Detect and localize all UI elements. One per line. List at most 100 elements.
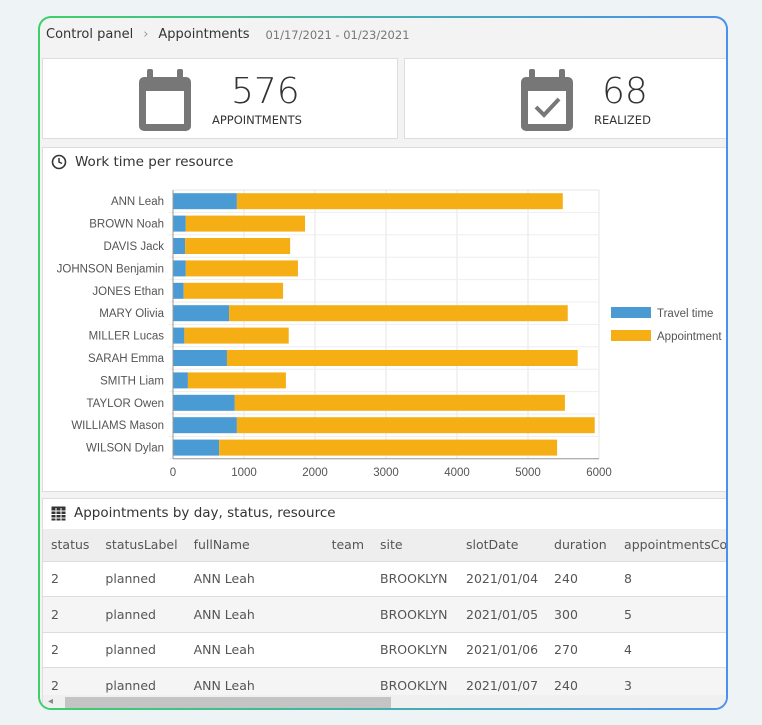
- stat-value: 68: [602, 71, 648, 112]
- cell-status: 2: [43, 596, 98, 633]
- cell-site: BROOKLYN: [372, 561, 458, 597]
- y-tick-label: MARY Olivia: [99, 308, 164, 320]
- table-icon: [51, 506, 66, 521]
- legend-swatch: [611, 307, 651, 318]
- column-header-site[interactable]: site: [372, 529, 458, 562]
- clock-icon: [51, 154, 67, 170]
- horizontal-scrollbar[interactable]: ◂: [43, 695, 726, 708]
- y-tick-label: ANN Leah: [111, 196, 164, 208]
- cell-team: [323, 561, 372, 597]
- y-tick-label: MILLER Lucas: [89, 331, 165, 343]
- calendar-check-icon: [521, 69, 573, 131]
- bar-travel-time: [173, 215, 186, 232]
- column-header-team[interactable]: team: [323, 529, 372, 562]
- bar-appointment: [185, 260, 298, 277]
- stat-card-appointments: 576 APPOINTMENTS: [42, 58, 398, 139]
- stat-label: REALIZED: [594, 113, 651, 127]
- bar-appointment: [183, 282, 284, 299]
- bar-appointment: [185, 238, 291, 254]
- bar-chart: 0 1000 2000 3000 4000 5000 6000 ANN Leah BROWN N…: [57, 189, 722, 479]
- cell-slotDate: 2021/01/04: [458, 561, 547, 597]
- cell-statusLabel: planned: [97, 561, 186, 597]
- table-row[interactable]: 2 planned ANN Leah BROOKLYN 2021/01/05 300 5: [43, 596, 726, 633]
- bar-travel-time: [173, 238, 186, 254]
- table-row[interactable]: 2 planned ANN Leah BROOKLYN 2021/01/04 240 8: [43, 561, 726, 597]
- cell-team: [323, 632, 372, 668]
- appointments-table: status statusLabel fullName team site slotDat…: [43, 529, 726, 704]
- column-header-duration[interactable]: duration: [546, 529, 617, 562]
- chevron-right-icon: ›: [143, 27, 149, 42]
- bar-appointment: [236, 193, 563, 210]
- cell-duration: 300: [546, 596, 617, 633]
- cell-site: BROOKLYN: [372, 632, 458, 668]
- bar-appointment: [234, 394, 565, 411]
- stat-value: 576: [231, 71, 300, 112]
- column-header-statusLabel[interactable]: statusLabel: [97, 529, 186, 562]
- x-tick-label: 2000: [302, 467, 328, 479]
- cell-fullName: ANN Leah: [185, 561, 324, 597]
- cell-fullName: ANN Leah: [185, 596, 324, 633]
- y-tick-label: DAVIS Jack: [104, 241, 165, 253]
- bar-travel-time: [173, 327, 185, 344]
- stat-label: APPOINTMENTS: [212, 113, 302, 127]
- x-tick-label: 5000: [515, 467, 541, 479]
- breadcrumb: Control panel › Appointments 01/17/2021 …: [46, 27, 410, 42]
- cell-fullName: ANN Leah: [185, 632, 324, 668]
- table-row[interactable]: 2 planned ANN Leah BROOKLYN 2021/01/06 270 4: [43, 632, 726, 668]
- column-header-fullName[interactable]: fullName: [185, 529, 324, 562]
- cell-duration: 270: [546, 632, 617, 668]
- bar-appointment: [184, 327, 289, 344]
- bar-appointment: [226, 350, 578, 366]
- stat-card-realized: 68 REALIZED: [404, 58, 726, 139]
- breadcrumb-control-panel[interactable]: Control panel: [46, 27, 134, 42]
- bar-appointment: [219, 439, 558, 456]
- cell-status: 2: [43, 632, 98, 668]
- cell-team: [323, 596, 372, 633]
- y-tick-label: BROWN Noah: [89, 219, 164, 231]
- bar-appointment: [187, 372, 286, 389]
- y-tick-label: JOHNSON Benjamin: [57, 263, 164, 275]
- bar-travel-time: [173, 394, 235, 411]
- x-tick-label: 6000: [586, 467, 612, 479]
- bar-travel-time: [173, 350, 227, 366]
- y-tick-label: SMITH Liam: [100, 375, 164, 387]
- scrollbar-thumb[interactable]: [65, 697, 391, 708]
- cell-appointmentsCou: 4: [616, 632, 726, 668]
- y-tick-label: JONES Ethan: [92, 286, 164, 298]
- table-title: Appointments by day, status, resource: [74, 505, 336, 521]
- bar-travel-time: [173, 417, 237, 434]
- column-header-status[interactable]: status: [43, 529, 98, 562]
- bar-travel-time: [173, 282, 184, 299]
- scroll-left-icon[interactable]: ◂: [48, 696, 54, 707]
- column-header-slotDate[interactable]: slotDate: [458, 529, 547, 562]
- y-tick-label: SARAH Emma: [88, 353, 165, 365]
- table-panel: Appointments by day, status, resource st…: [42, 498, 726, 708]
- legend-swatch: [611, 330, 651, 341]
- calendar-icon: [139, 69, 191, 131]
- legend-label: Travel time: [657, 308, 713, 320]
- x-tick-label: 4000: [444, 467, 470, 479]
- date-range[interactable]: 01/17/2021 - 01/23/2021: [265, 27, 410, 42]
- y-tick-label: WILLIAMS Mason: [71, 420, 164, 432]
- cell-slotDate: 2021/01/06: [458, 632, 547, 668]
- cell-site: BROOKLYN: [372, 596, 458, 633]
- cell-appointmentsCou: 5: [616, 596, 726, 633]
- legend-label: Appointment: [657, 331, 722, 343]
- bar-appointment: [185, 215, 306, 232]
- bar-appointment: [236, 417, 595, 434]
- bar-travel-time: [173, 439, 220, 456]
- bar-travel-time: [173, 260, 186, 277]
- bar-travel-time: [173, 305, 230, 322]
- cell-slotDate: 2021/01/05: [458, 596, 547, 633]
- bar-travel-time: [173, 372, 188, 389]
- bar-appointment: [229, 305, 568, 322]
- bar-travel-time: [173, 193, 237, 210]
- x-tick-label: 3000: [373, 467, 399, 479]
- y-tick-label: TAYLOR Owen: [86, 398, 164, 410]
- breadcrumb-appointments: Appointments: [158, 27, 250, 42]
- y-tick-label: WILSON Dylan: [86, 443, 164, 455]
- column-header-appointmentsCou[interactable]: appointmentsCou: [616, 529, 726, 562]
- cell-statusLabel: planned: [97, 632, 186, 668]
- cell-status: 2: [43, 561, 98, 597]
- cell-statusLabel: planned: [97, 596, 186, 633]
